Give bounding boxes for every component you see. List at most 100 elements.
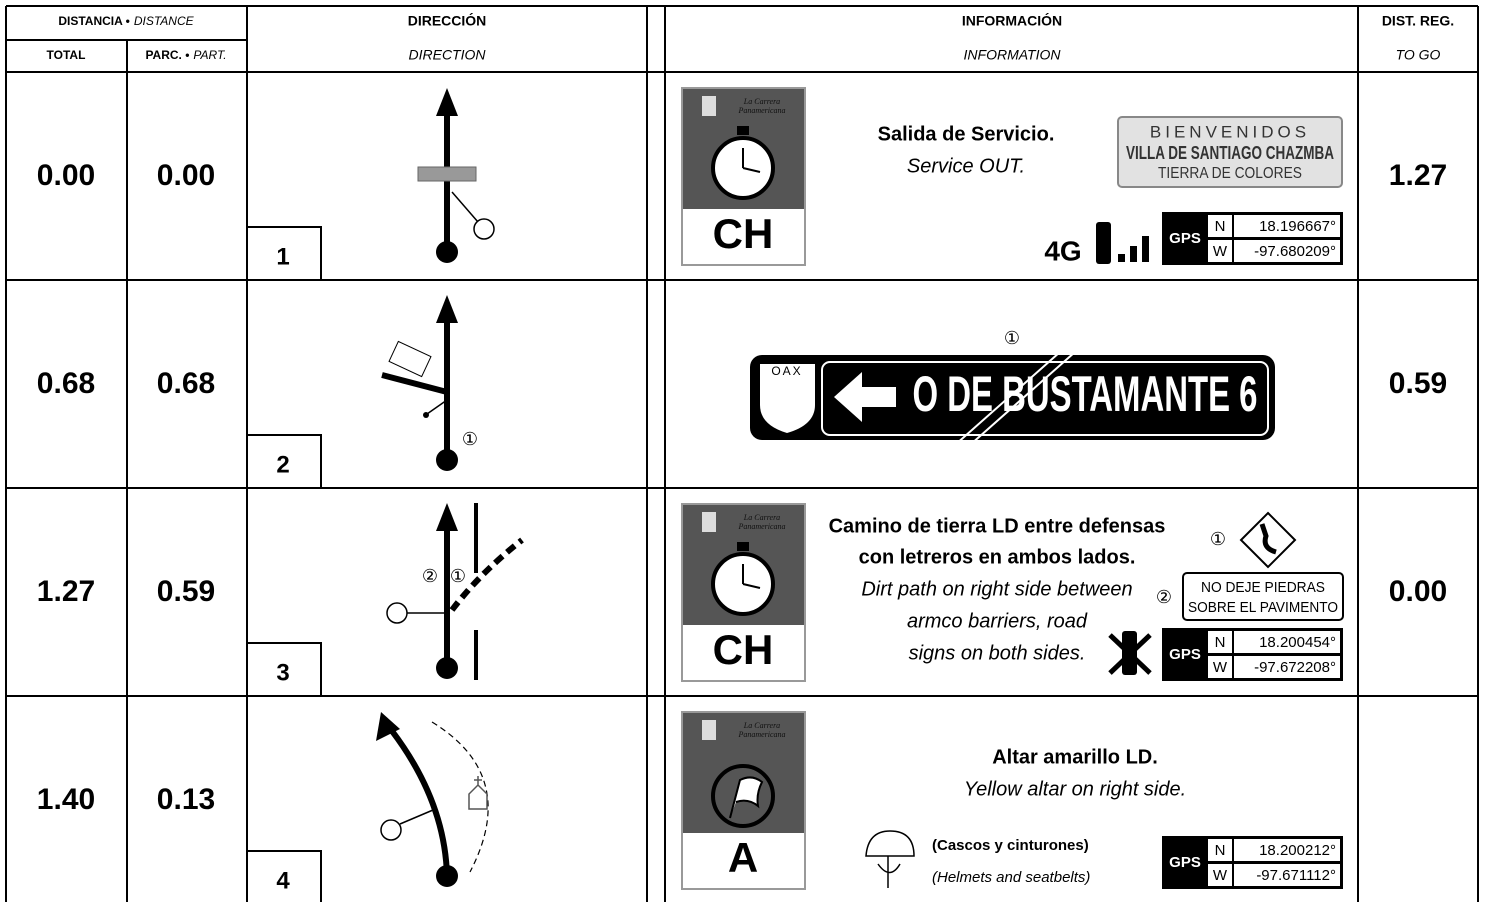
header-to-go: DIST. REG.	[1382, 13, 1454, 29]
rule	[742, 167, 761, 173]
badge-logo: La Carrera	[743, 513, 780, 522]
gps-axis: W	[1213, 659, 1228, 676]
header-to-go-en: TO GO	[1396, 47, 1441, 63]
gps-cell	[1208, 631, 1232, 653]
sign-text: O DE BUSTAMANTE 6	[913, 366, 1258, 422]
rule	[954, 351, 1061, 446]
gps-value: -97.672208°	[1254, 659, 1336, 676]
text-es: Altar amarillo LD.	[992, 746, 1158, 768]
gps-axis: W	[1213, 243, 1228, 260]
to-go: 0.00	[1389, 575, 1447, 608]
gps-axis: N	[1215, 842, 1226, 859]
row-number: 2	[276, 451, 289, 478]
rule	[742, 583, 761, 589]
rule	[399, 809, 434, 825]
sign-line: VILLA DE SANTIAGO CHAZMBA	[1126, 143, 1334, 163]
shield-text: OAX	[771, 364, 802, 378]
partial: 0.59	[157, 575, 215, 608]
header-total: TOTAL	[47, 48, 86, 62]
text-en: Dirt path on right side between	[861, 578, 1132, 600]
rule	[381, 372, 448, 395]
badge-logo-icon	[702, 512, 716, 532]
flag-ring	[711, 764, 775, 828]
to-go: 1.27	[1389, 159, 1447, 192]
row-number: 1	[276, 243, 289, 270]
start-dot	[436, 449, 458, 471]
gps-axis: N	[1215, 634, 1226, 651]
badge-logo: Panamericana	[737, 522, 785, 531]
gps-cell	[1234, 864, 1340, 886]
gps-cell	[1208, 839, 1232, 861]
header-partial-en: PART.	[193, 48, 226, 62]
to-go: 0.59	[1389, 367, 1447, 400]
start-dot	[436, 241, 458, 263]
start-dot	[436, 865, 458, 887]
safety-en: (Helmets and seatbelts)	[932, 869, 1090, 886]
gps-label: GPS	[1169, 646, 1201, 663]
badge-logo: Panamericana	[737, 106, 785, 115]
total: 0.68	[37, 367, 95, 400]
signal-bar	[1118, 254, 1125, 262]
text-es: Salida de Servicio.	[878, 123, 1055, 145]
watch-knob	[737, 542, 749, 551]
warning-sign	[1182, 572, 1344, 621]
signal-bar	[1130, 246, 1137, 262]
track-edge	[431, 721, 489, 873]
altar-icon	[468, 776, 488, 810]
text-en: Service OUT.	[907, 155, 1025, 177]
gps-value: -97.680209°	[1254, 243, 1336, 260]
header-distance: DISTANCIA • DISTANCE	[58, 14, 194, 28]
arrow-head	[436, 503, 458, 531]
gps-cell	[1234, 631, 1340, 653]
direction-marker: ②	[422, 566, 438, 586]
badge-letter: A	[728, 834, 758, 881]
gps-value: 18.200212°	[1259, 842, 1336, 859]
badge-letter: CH	[713, 210, 774, 257]
gps-axis: W	[1213, 867, 1228, 884]
gps-cell	[1234, 839, 1340, 861]
dirt-track	[449, 537, 524, 612]
barrier	[417, 166, 477, 182]
rule	[1108, 633, 1152, 675]
header-information: INFORMACIÓN	[962, 12, 1062, 29]
welcome-sign	[1117, 116, 1343, 188]
header-partial-es: PARC. •	[145, 48, 189, 62]
sign-line: TIERRA DE COLORES	[1158, 165, 1302, 182]
partial: 0.00	[157, 159, 215, 192]
phone-icon	[1096, 222, 1111, 264]
badge-logo-icon	[702, 720, 716, 740]
arrow-head	[436, 88, 458, 116]
sign-line: BIENVENIDOS	[1150, 122, 1310, 141]
rule	[426, 399, 448, 415]
direction-marker: ①	[462, 429, 478, 449]
badge-logo-icon	[702, 96, 716, 116]
rule	[451, 191, 479, 223]
badge-logo: La Carrera	[743, 721, 780, 730]
total: 1.40	[37, 783, 95, 816]
number-box	[246, 642, 322, 696]
badge-letter: CH	[713, 626, 774, 673]
header-distance-en: DISTANCE	[134, 14, 195, 28]
header-information-en: INFORMATION	[964, 47, 1062, 63]
row-number: 3	[276, 659, 289, 686]
start-dot	[436, 657, 458, 679]
header-direction-en: DIRECTION	[409, 47, 487, 63]
gps-label: GPS	[1169, 230, 1201, 247]
gps-cell	[1234, 240, 1340, 262]
flag	[729, 776, 764, 819]
header-direction: DIRECCIÓN	[408, 12, 487, 29]
envelope	[388, 340, 432, 378]
info-marker: ①	[1004, 328, 1020, 348]
badge-logo: Panamericana	[737, 730, 785, 739]
number-box	[246, 226, 322, 280]
text-es: Camino de tierra LD entre defensas	[829, 515, 1166, 537]
gps-cell	[1208, 215, 1232, 237]
arrow-head	[436, 295, 458, 323]
row-number: 4	[276, 867, 290, 894]
gps-cell	[1234, 215, 1340, 237]
poi	[380, 819, 402, 841]
total: 1.27	[37, 575, 95, 608]
partial: 0.13	[157, 783, 215, 816]
arrow-head	[376, 712, 400, 741]
